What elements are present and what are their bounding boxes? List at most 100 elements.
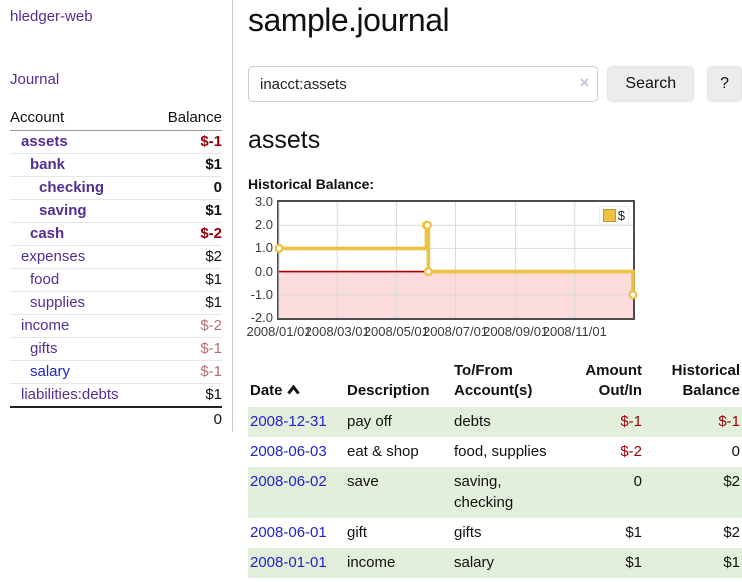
account-row: assets $-1: [10, 131, 222, 154]
sidebar-account-link[interactable]: salary: [30, 363, 71, 380]
balance-chart: $ 3.0 2.0 1.0 0.0 -1.0 -2.0 2008/01/01 2008/03/…: [246, 195, 742, 344]
register-header-accounts: To/From Account(s): [454, 362, 533, 400]
x-axis-tick-label: 2008/09/01: [483, 324, 549, 339]
account-row: saving $1: [10, 199, 222, 223]
chart-title: Historical Balance:: [248, 176, 375, 192]
account-name-cell: saving: [10, 199, 152, 223]
y-axis-tick-label: 1.0: [254, 240, 273, 256]
accounts-header-balance: Balance: [151, 107, 222, 131]
sidebar-account-link[interactable]: cash: [30, 225, 65, 242]
sidebar-account-link[interactable]: income: [21, 317, 70, 334]
date-header-label: Date: [250, 382, 283, 400]
search-form: × Search ?: [248, 66, 742, 102]
transaction-accounts: salary: [454, 553, 495, 571]
register-header-amount: Amount Out/In: [585, 362, 642, 400]
x-axis-tick-label: 2008/11/01: [542, 324, 607, 339]
accounts-header-account: Account: [10, 107, 152, 131]
accounts-total-spacer: [10, 406, 152, 431]
chart-plot-area: $: [274, 200, 638, 320]
sidebar-account-link[interactable]: supplies: [30, 294, 86, 311]
account-row: expenses $2: [10, 245, 222, 269]
search-input[interactable]: [248, 66, 599, 102]
register-header-row: Date Description To/From Account(s) Amou…: [248, 358, 742, 407]
y-axis-tick-label: -2.0: [250, 310, 273, 325]
transaction-balance: $2: [723, 523, 740, 541]
sidebar-account-link[interactable]: food: [30, 271, 60, 288]
account-balance: $-2: [151, 222, 222, 246]
register-row: 2008-01-01 income salary $1 $1: [248, 547, 742, 578]
transaction-accounts: food, supplies: [454, 442, 547, 460]
sidebar-account-link[interactable]: bank: [30, 156, 66, 173]
transaction-accounts: debts: [454, 412, 491, 430]
accounts-table: Account Balance assets $-1 bank $1 checking 0…: [10, 107, 222, 431]
account-balance: $1: [151, 291, 222, 315]
transaction-balance: $-1: [718, 412, 740, 430]
account-row: liabilities:debts $1: [10, 383, 222, 407]
account-balance: $-1: [200, 133, 222, 150]
main-content: sample.journal × Search ? assets Histori…: [246, 0, 742, 578]
data-point-marker: [423, 267, 433, 277]
account-name-cell: checking: [10, 176, 152, 200]
transaction-description: pay off: [347, 412, 392, 430]
transaction-date-cell: 2008-06-01: [248, 518, 345, 548]
account-name-cell: bank: [10, 153, 152, 177]
sidebar-account-link[interactable]: saving: [39, 202, 87, 219]
register-header-description: Description: [347, 382, 430, 400]
clear-search-icon[interactable]: ×: [579, 73, 590, 92]
data-point-marker: [628, 290, 638, 300]
transaction-balance: $1: [723, 553, 740, 571]
register-header-date[interactable]: Date: [248, 358, 345, 407]
transaction-description: income: [347, 553, 396, 571]
transaction-description: save: [347, 472, 379, 490]
transaction-amount: $-2: [620, 442, 642, 460]
transaction-date-link[interactable]: 2008-12-31: [250, 412, 327, 430]
transaction-amount: 0: [633, 472, 642, 490]
y-axis-tick-label: 0.0: [254, 263, 273, 279]
chart-legend: $: [598, 206, 629, 225]
account-balance: $2: [151, 245, 222, 269]
legend-label: $: [617, 208, 625, 223]
sidebar-account-link[interactable]: assets: [21, 133, 68, 150]
account-name-cell: cash: [10, 222, 152, 246]
sidebar-account-link[interactable]: expenses: [21, 248, 86, 265]
account-name-cell: salary: [10, 360, 152, 384]
account-balance: $-2: [151, 314, 222, 338]
account-row: food $1: [10, 268, 222, 292]
sidebar-account-link[interactable]: gifts: [30, 340, 58, 357]
help-button[interactable]: ?: [707, 66, 742, 102]
x-axis-tick-label: 2008/03/01: [304, 324, 370, 339]
account-row: cash $-2: [10, 222, 222, 246]
page-title: sample.journal: [248, 2, 450, 38]
account-balance: $-1: [151, 360, 222, 384]
transaction-date-link[interactable]: 2008-06-02: [250, 472, 327, 490]
transaction-accounts: gifts: [454, 523, 482, 541]
transaction-date-link[interactable]: 2008-01-01: [250, 553, 327, 571]
legend-swatch-icon: [602, 209, 616, 222]
transaction-date-link[interactable]: 2008-06-01: [250, 523, 327, 541]
account-name-cell: supplies: [10, 291, 152, 315]
y-axis-tick-label: -1.0: [250, 286, 273, 302]
accounts-total-value: 0: [151, 406, 222, 431]
transaction-balance: $2: [723, 472, 740, 490]
sidebar-account-link[interactable]: liabilities:debts: [21, 386, 119, 403]
transaction-balance: 0: [731, 442, 740, 460]
account-balance: $1: [151, 153, 222, 177]
account-balance: $1: [151, 268, 222, 292]
brand-link[interactable]: hledger-web: [10, 8, 93, 25]
account-balance: $1: [151, 199, 222, 223]
account-row: salary $-1: [10, 360, 222, 384]
x-axis-tick-label: 2008/01/01: [246, 324, 312, 339]
x-axis-tick-label: 2008/05/01: [363, 324, 429, 339]
transaction-date-link[interactable]: 2008-06-03: [250, 442, 327, 460]
sidebar-item-journal[interactable]: Journal: [10, 71, 60, 88]
account-balance: $-1: [151, 337, 222, 361]
sidebar-account-link[interactable]: checking: [39, 179, 105, 196]
register-row: 2008-06-02 save saving, checking 0 $2: [248, 466, 742, 518]
account-balance: 0: [151, 176, 222, 200]
sidebar: hledger-web Journal Account Balance asse…: [0, 0, 233, 432]
transaction-description: gift: [347, 523, 368, 541]
account-heading: assets: [248, 126, 321, 154]
search-button[interactable]: Search: [607, 66, 695, 102]
transaction-date-cell: 2008-01-01: [248, 548, 345, 578]
register-row: 2008-12-31 pay off debts $-1 $-1: [248, 406, 742, 437]
